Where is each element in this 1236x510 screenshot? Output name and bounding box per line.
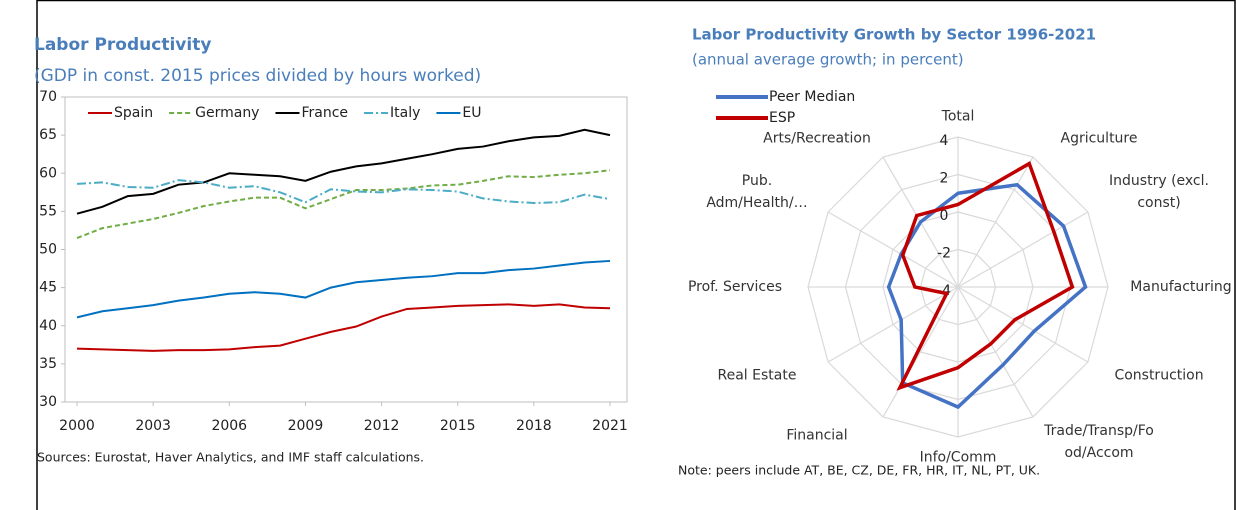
frame	[36, 0, 1236, 510]
series-line	[76, 303, 611, 352]
series-line	[76, 259, 611, 319]
legend-label: France	[301, 105, 348, 121]
axis-label: Arts/Recreation	[763, 130, 871, 147]
x-tick-label: 2009	[288, 418, 324, 434]
chart-subtitle: (GDP in const. 2015 prices divided by ho…	[34, 66, 481, 86]
axis-label: Real Estate	[717, 367, 797, 384]
x-tick-label: 2021	[592, 418, 628, 434]
x-tick-label: 2015	[440, 418, 476, 434]
spoke	[957, 286, 1034, 418]
axis-label: Trade/Transp/Food/Accom	[1044, 423, 1154, 462]
note: Note: peers include AT, BE, CZ, DE, FR, …	[678, 463, 1040, 478]
spoke	[957, 286, 1089, 363]
y-tick-label: 45	[39, 280, 57, 296]
y-tick-label: 60	[39, 165, 57, 181]
series-polygon	[886, 182, 1088, 410]
source-note: Sources: Eurostat, Haver Analytics, and …	[37, 450, 424, 465]
x-tick-label: 2003	[135, 418, 171, 434]
y-tick-label: 50	[39, 242, 57, 258]
axis-label: Industry (excl. const)	[1109, 172, 1209, 211]
legend-label: ESP	[769, 110, 795, 126]
series-polygon	[896, 161, 1075, 391]
chart-subtitle: (annual average growth; in percent)	[692, 51, 964, 69]
r-tick-label: 4	[940, 133, 949, 149]
y-tick-label: 55	[39, 203, 57, 219]
plot-area	[64, 96, 628, 403]
spoke	[827, 286, 959, 363]
x-tick-label: 2006	[211, 418, 247, 434]
spoke	[882, 286, 959, 418]
y-tick-label: 35	[39, 356, 57, 372]
axis-label: Agriculture	[1060, 130, 1138, 147]
series-line	[76, 179, 611, 204]
r-tick-label: 2	[940, 171, 949, 187]
axis-label: Info/Comm	[919, 449, 997, 466]
series-line	[76, 169, 611, 239]
chart-title: Labor Productivity Growth by Sector 1996…	[692, 26, 1096, 44]
spoke	[827, 211, 959, 288]
x-tick-label: 2000	[59, 418, 95, 434]
series-line	[76, 128, 611, 215]
x-tick-label: 2018	[516, 418, 552, 434]
legend-label: Spain	[114, 105, 153, 121]
axis-label: Total	[941, 108, 975, 125]
r-tick-label: -2	[937, 246, 951, 262]
spoke	[957, 211, 1089, 288]
axis-label: Manufacturing	[1130, 279, 1232, 295]
axis-label: Prof. Services	[687, 279, 783, 295]
legend-label: EU	[462, 105, 481, 121]
axis-label: Pub. Adm/Health/…	[706, 172, 808, 211]
r-tick-label: 0	[940, 208, 949, 224]
y-tick-label: 30	[39, 394, 57, 410]
legend-label: Italy	[390, 105, 420, 121]
x-tick-label: 2012	[364, 418, 400, 434]
spoke	[957, 156, 1034, 288]
y-tick-label: 65	[39, 127, 57, 143]
axis-label: Construction	[1114, 367, 1204, 384]
y-tick-label: 40	[39, 318, 57, 334]
chart-title: Labor Productivity	[34, 35, 211, 55]
legend-label: Peer Median	[769, 89, 855, 105]
y-tick-label: 70	[39, 89, 57, 105]
legend-label: Germany	[195, 105, 259, 121]
axis-label: Financial	[786, 427, 848, 444]
